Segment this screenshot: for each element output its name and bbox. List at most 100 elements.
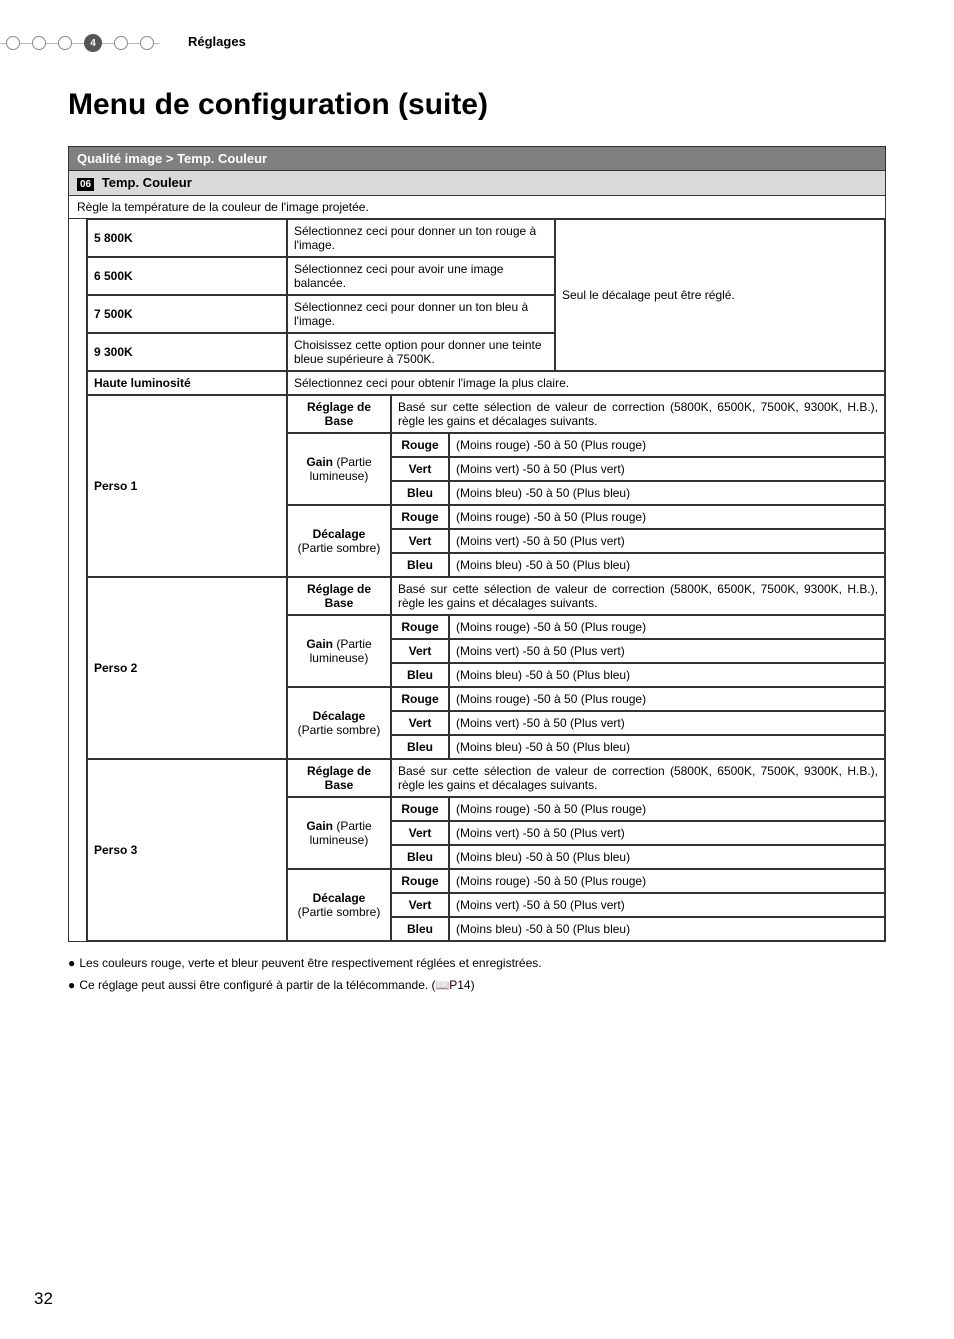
preset-label: 6 500K [87,257,287,295]
channel-label: Rouge [391,505,449,529]
step-node [58,36,72,50]
channel-range: (Moins vert) -50 à 50 (Plus vert) [449,457,885,481]
chain-line [0,43,160,44]
channel-label: Bleu [391,735,449,759]
decalage-label: Décalage (Partie sombre) [287,687,391,759]
note-1: ● Les couleurs rouge, verte et bleur peu… [68,956,886,970]
channel-range: (Moins vert) -50 à 50 (Plus vert) [449,711,885,735]
section-label: Réglages [188,30,246,52]
decalage-label-text: Décalage [313,891,366,905]
channel-label: Rouge [391,869,449,893]
channel-label: Rouge [391,433,449,457]
step-node [114,36,128,50]
section-name: Temp. Couleur [102,175,192,190]
channel-label: Rouge [391,615,449,639]
preset-rows: 5 800K Sélectionnez ceci pour donner un … [69,219,885,371]
channel-label: Vert [391,711,449,735]
note-2: ● Ce réglage peut aussi être configuré à… [68,978,886,992]
decalage-sub: (Partie sombre) [298,905,381,919]
channel-range: (Moins bleu) -50 à 50 (Plus bleu) [449,553,885,577]
channel-label: Bleu [391,845,449,869]
topbar: 4 Réglages [68,30,886,52]
channel-label: Bleu [391,481,449,505]
channel-range: (Moins bleu) -50 à 50 (Plus bleu) [449,735,885,759]
channel-label: Vert [391,893,449,917]
channel-range: (Moins rouge) -50 à 50 (Plus rouge) [449,797,885,821]
channel-label: Vert [391,639,449,663]
preset-side-note: Seul le décalage peut être réglé. [555,219,885,371]
channel-range: (Moins vert) -50 à 50 (Plus vert) [449,821,885,845]
preset-label: 7 500K [87,295,287,333]
channel-label: Rouge [391,687,449,711]
preset-desc: Sélectionnez ceci pour donner un ton rou… [287,219,555,257]
channel-range: (Moins rouge) -50 à 50 (Plus rouge) [449,687,885,711]
note-2-text-a: Ce réglage peut aussi être configuré à p… [79,978,435,992]
perso-label: Perso 1 [87,395,287,577]
step-node-active: 4 [84,34,102,52]
gain-label: Gain (Partie lumineuse) [287,797,391,869]
reference-icon: 📖 [436,979,450,992]
decalage-label-text: Décalage [313,709,366,723]
breadcrumb: Qualité image > Temp. Couleur [69,147,885,171]
decalage-label-text: Décalage [313,527,366,541]
topbar-strip [178,30,954,52]
channel-range: (Moins bleu) -50 à 50 (Plus bleu) [449,481,885,505]
gain-label-text: Gain [306,455,333,469]
channel-range: (Moins rouge) -50 à 50 (Plus rouge) [449,433,885,457]
high-lum-desc: Sélectionnez ceci pour obtenir l'image l… [287,371,885,395]
section-tag: 06 [77,178,94,191]
channel-label: Bleu [391,663,449,687]
notes: ● Les couleurs rouge, verte et bleur peu… [68,956,886,992]
gain-label: Gain (Partie lumineuse) [287,615,391,687]
channel-range: (Moins bleu) -50 à 50 (Plus bleu) [449,917,885,941]
perso-block-2: Perso 2 Réglage de Base Basé sur cette s… [69,577,885,759]
bullet-icon: ● [68,956,76,970]
reglage-base-label: Réglage de Base [287,395,391,433]
gutter [69,371,87,395]
step-node [6,36,20,50]
decalage-label: Décalage (Partie sombre) [287,505,391,577]
channel-label: Vert [391,821,449,845]
channel-range: (Moins bleu) -50 à 50 (Plus bleu) [449,845,885,869]
bullet-icon: ● [68,978,76,992]
channel-label: Bleu [391,917,449,941]
section-desc: Règle la température de la couleur de l'… [69,196,885,219]
step-chain: 4 [0,34,160,52]
channel-range: (Moins rouge) -50 à 50 (Plus rouge) [449,615,885,639]
step-node [140,36,154,50]
page-title: Menu de configuration (suite) [68,88,886,122]
note-1-text: Les couleurs rouge, verte et bleur peuve… [79,956,541,970]
preset-desc: Choisissez cette option pour donner une … [287,333,555,371]
perso-label: Perso 3 [87,759,287,941]
reglage-base-desc: Basé sur cette sélection de valeur de co… [391,395,885,433]
step-node [32,36,46,50]
channel-range: (Moins rouge) -50 à 50 (Plus rouge) [449,505,885,529]
section-header: 06 Temp. Couleur [69,171,885,196]
gutter [69,395,87,577]
gain-label: Gain (Partie lumineuse) [287,433,391,505]
gutter [69,577,87,759]
channel-label: Vert [391,529,449,553]
gain-label-text: Gain [306,637,333,651]
channel-label: Vert [391,457,449,481]
note-2-ref: P14 [449,978,470,992]
reglage-base-label: Réglage de Base [287,759,391,797]
reglage-base-desc: Basé sur cette sélection de valeur de co… [391,577,885,615]
note-2-text-b: ) [471,978,475,992]
channel-range: (Moins bleu) -50 à 50 (Plus bleu) [449,663,885,687]
reglage-base-desc: Basé sur cette sélection de valeur de co… [391,759,885,797]
page-number: 32 [34,1289,53,1309]
perso-block-1: Perso 1 Réglage de Base Basé sur cette s… [69,395,885,577]
gutter [69,759,87,941]
preset-label: 5 800K [87,219,287,257]
channel-label: Rouge [391,797,449,821]
decalage-label: Décalage (Partie sombre) [287,869,391,941]
high-lum-label: Haute luminosité [87,371,287,395]
gain-label-text: Gain [306,819,333,833]
preset-label: 9 300K [87,333,287,371]
decalage-sub: (Partie sombre) [298,723,381,737]
channel-range: (Moins rouge) -50 à 50 (Plus rouge) [449,869,885,893]
decalage-sub: (Partie sombre) [298,541,381,555]
perso-block-3: Perso 3 Réglage de Base Basé sur cette s… [69,759,885,941]
high-luminosity-row: Haute luminosité Sélectionnez ceci pour … [69,371,885,395]
